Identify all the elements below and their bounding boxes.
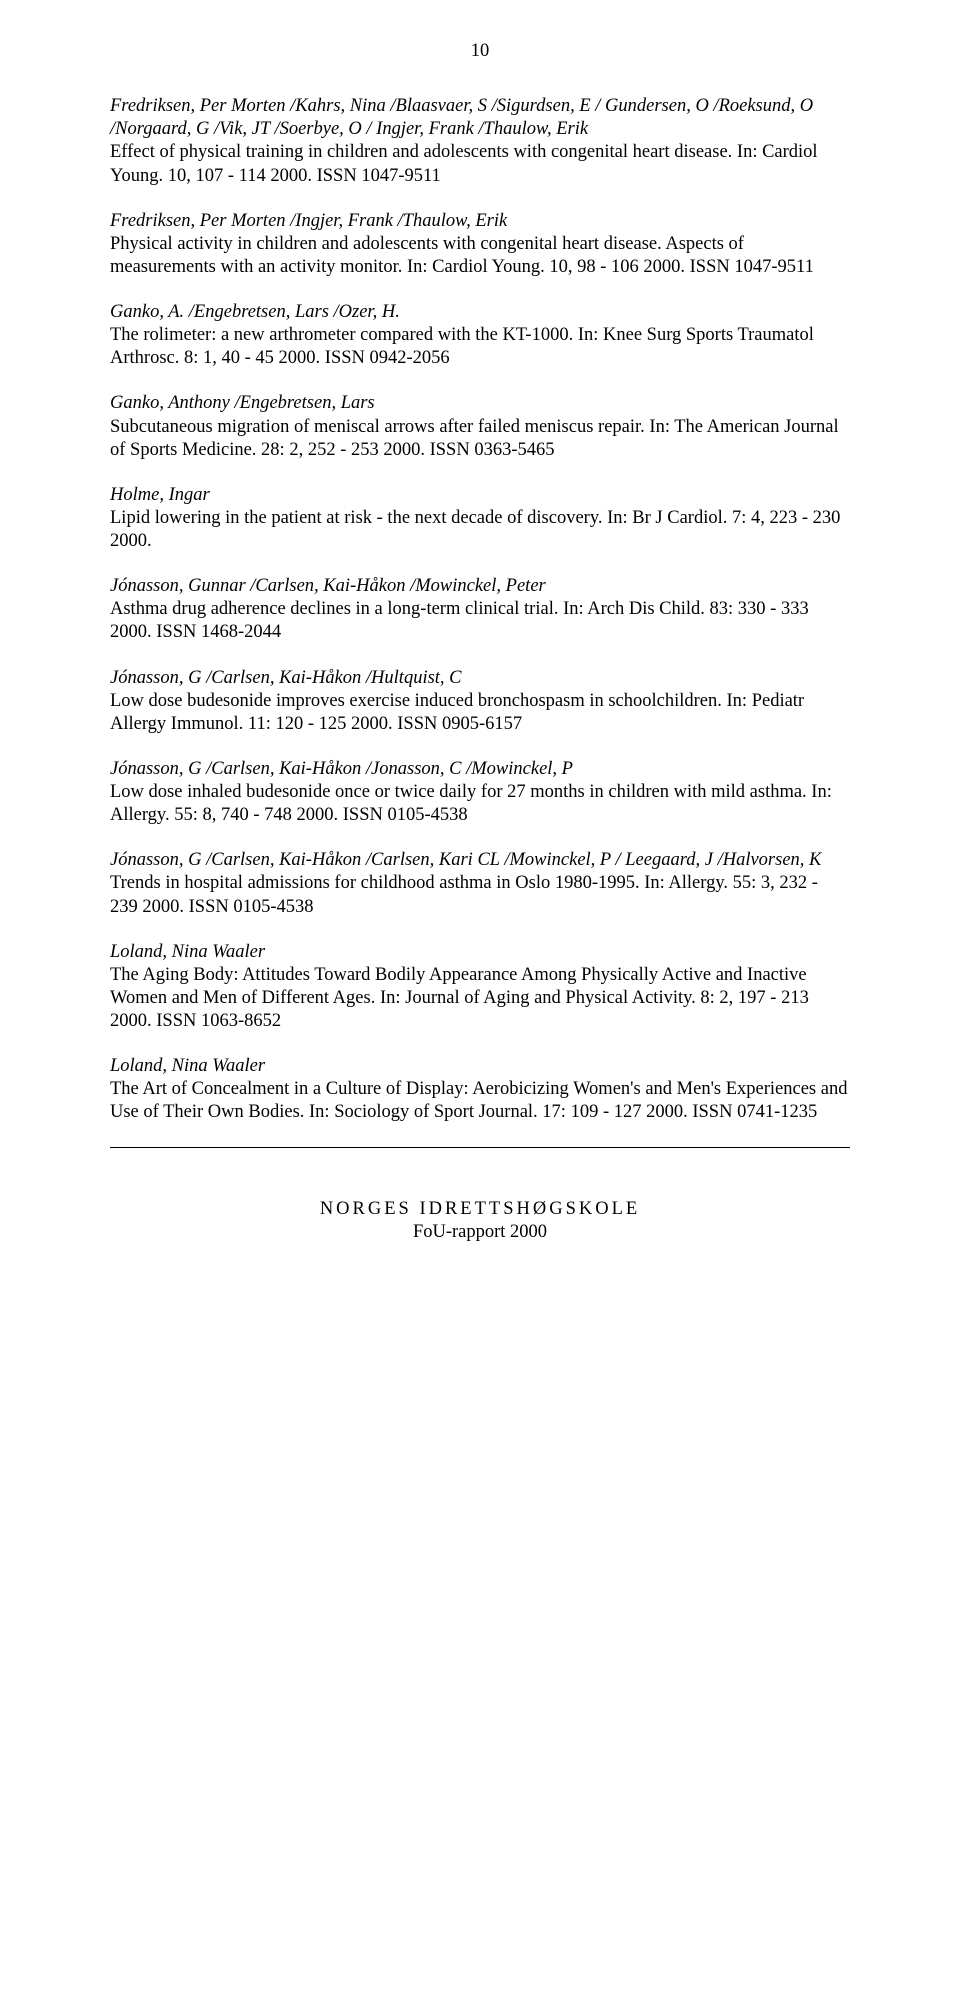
entry-body: Trends in hospital admissions for childh… [110,873,818,916]
entry-body: Low dose inhaled budesonide once or twic… [110,782,832,825]
entry-body: Effect of physical training in children … [110,142,818,185]
entry-authors: Ganko, A. /Engebretsen, Lars /Ozer, H. [110,302,400,322]
entry-authors: Loland, Nina Waaler [110,942,265,962]
bibliography-entry: Ganko, Anthony /Engebretsen, Lars Subcut… [110,392,850,461]
entry-authors: Jónasson, G /Carlsen, Kai-Håkon /Carlsen… [110,850,821,870]
entry-body: The rolimeter: a new arthrometer compare… [110,325,814,368]
entry-body: The Aging Body: Attitudes Toward Bodily … [110,965,809,1031]
entry-body: Subcutaneous migration of meniscal arrow… [110,417,839,460]
bibliography-entry: Jónasson, Gunnar /Carlsen, Kai-Håkon /Mo… [110,575,850,644]
entry-body: Low dose budesonide improves exercise in… [110,691,804,734]
entry-authors: Jónasson, G /Carlsen, Kai-Håkon /Jonasso… [110,759,573,779]
entry-authors: Ganko, Anthony /Engebretsen, Lars [110,393,375,413]
page-content: 10 Fredriksen, Per Morten /Kahrs, Nina /… [0,0,960,1284]
footer-separator [110,1147,850,1148]
bibliography-entry: Holme, Ingar Lipid lowering in the patie… [110,484,850,553]
entry-body: Physical activity in children and adoles… [110,234,814,277]
footer-block: NORGES IDRETTSHØGSKOLE FoU-rapport 2000 [110,1147,850,1244]
bibliography-entry: Loland, Nina Waaler The Aging Body: Atti… [110,941,850,1034]
bibliography-entry: Jónasson, G /Carlsen, Kai-Håkon /Jonasso… [110,758,850,827]
bibliography-entry: Fredriksen, Per Morten /Kahrs, Nina /Bla… [110,95,850,188]
page-number: 10 [110,40,850,63]
bibliography-entry: Jónasson, G /Carlsen, Kai-Håkon /Carlsen… [110,849,850,918]
entry-authors: Fredriksen, Per Morten /Kahrs, Nina /Bla… [110,96,813,139]
entry-authors: Jónasson, G /Carlsen, Kai-Håkon /Hultqui… [110,668,462,688]
entry-body: Lipid lowering in the patient at risk - … [110,508,840,551]
bibliography-entry: Fredriksen, Per Morten /Ingjer, Frank /T… [110,210,850,279]
entry-body: Asthma drug adherence declines in a long… [110,599,809,642]
bibliography-entry: Loland, Nina Waaler The Art of Concealme… [110,1055,850,1124]
entry-authors: Jónasson, Gunnar /Carlsen, Kai-Håkon /Mo… [110,576,546,596]
entry-authors: Loland, Nina Waaler [110,1056,265,1076]
bibliography-entry: Jónasson, G /Carlsen, Kai-Håkon /Hultqui… [110,667,850,736]
bibliography-entry: Ganko, A. /Engebretsen, Lars /Ozer, H. T… [110,301,850,370]
entry-authors: Fredriksen, Per Morten /Ingjer, Frank /T… [110,211,507,231]
entry-body: The Art of Concealment in a Culture of D… [110,1079,847,1122]
entry-authors: Holme, Ingar [110,485,210,505]
footer-line2: FoU-rapport 2000 [110,1221,850,1244]
footer-line1: NORGES IDRETTSHØGSKOLE [110,1198,850,1221]
